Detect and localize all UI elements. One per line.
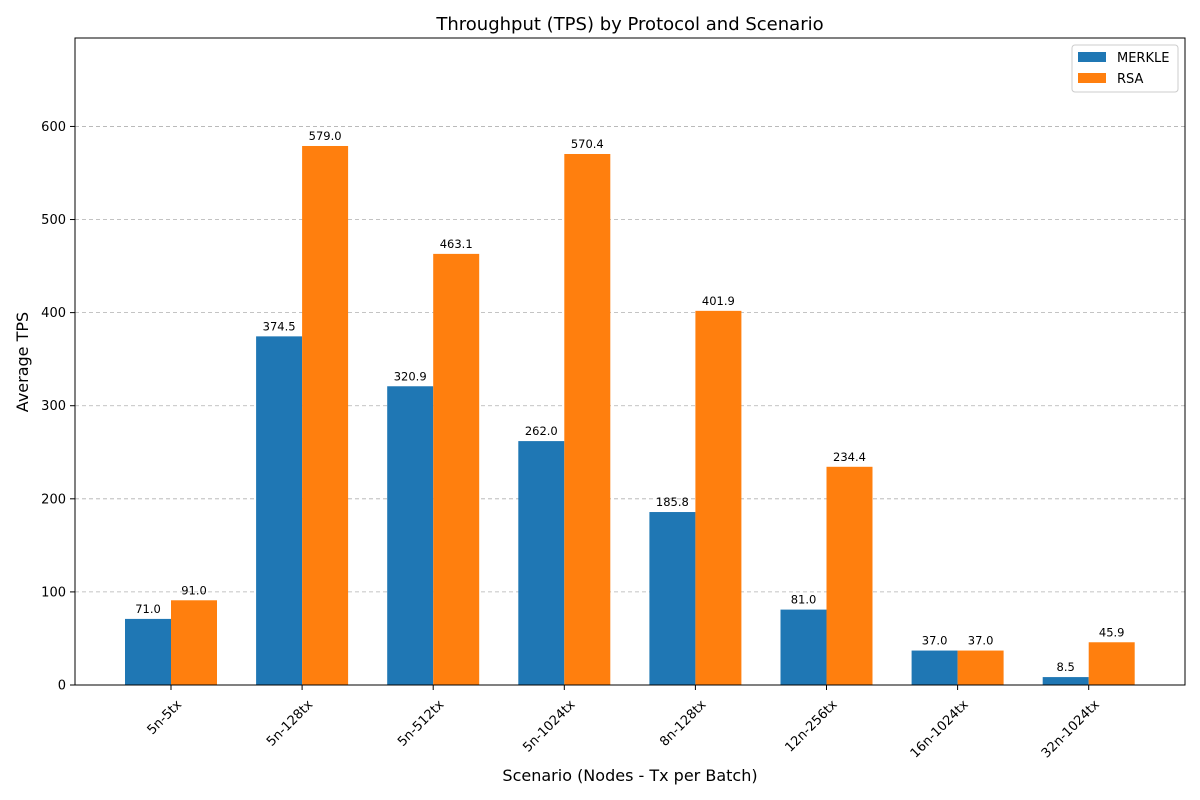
x-tick-label: 5n-1024tx [520,697,578,755]
bar-rsa-5n-5tx [171,600,217,685]
x-axis: 5n-5tx 5n-128tx 5n-512tx 5n-1024tx 8n-128tx 1… [145,685,1103,761]
bar-rsa-5n-1024tx [564,153,611,686]
y-axis-label: Average TPS [13,312,32,412]
value-label: 37.0 [922,634,948,648]
legend: MERKLE RSA [1071,44,1179,93]
value-label: 262.0 [525,424,558,438]
grid-lines [75,126,1185,593]
y-tick-label: 300 [41,399,66,414]
bar-rsa-5n-128tx [302,145,349,685]
value-label: 37.0 [968,634,994,648]
value-label: 579.0 [309,129,342,143]
x-tick-label: 5n-5tx [145,697,186,738]
x-tick-label: 32n-1024tx [1039,697,1103,761]
bar-rsa-16n-1024tx [957,650,1004,685]
value-label: 81.0 [791,593,817,607]
bar-merkle-5n-512tx [387,386,434,685]
x-tick-label: 5n-128tx [264,697,316,749]
bar-merkle-8n-128tx [649,512,696,685]
bar-merkle-32n-1024tx [1042,677,1089,685]
x-tick-label: 5n-512tx [395,697,447,749]
bar-merkle-5n-128tx [256,336,303,685]
value-label: 320.9 [394,369,427,383]
bar-rsa-12n-256tx [826,466,873,685]
value-label: 570.4 [571,137,604,151]
y-tick-label: 0 [58,679,66,694]
value-label: 91.0 [181,583,207,597]
x-tick-label: 12n-256tx [783,697,841,755]
bars [125,145,1135,686]
value-label: 8.5 [1057,660,1075,674]
bar-merkle-5n-1024tx [518,441,565,685]
legend-label-rsa: RSA [1117,72,1144,87]
bar-merkle-16n-1024tx [911,650,958,685]
bar-merkle-12n-256tx [780,609,827,685]
x-tick-label: 16n-1024tx [908,697,972,761]
y-tick-label: 200 [41,492,66,507]
chart-title: Throughput (TPS) by Protocol and Scenari… [435,14,823,35]
value-label: 45.9 [1099,625,1125,639]
legend-swatch-rsa [1078,73,1106,83]
bar-rsa-32n-1024tx [1088,642,1135,685]
value-label: 401.9 [702,294,735,308]
value-label: 185.8 [656,495,689,509]
value-labels: 71.0 91.0 374.5 579.0 320.9 463.1 262.0 570.4 18… [135,129,1124,674]
legend-label-merkle: MERKLE [1117,51,1169,66]
legend-swatch-merkle [1078,52,1106,62]
y-tick-label: 400 [41,306,66,321]
y-axis: 0 100 200 300 400 500 600 [41,120,75,694]
x-tick-label: 8n-128tx [657,697,709,749]
value-label: 234.4 [833,450,866,464]
x-axis-label: Scenario (Nodes - Tx per Batch) [502,766,757,785]
bar-merkle-5n-5tx [125,618,171,685]
plot-frame [74,37,1186,686]
y-tick-label: 100 [41,585,66,600]
bar-rsa-8n-128tx [695,310,742,685]
value-label: 463.1 [440,237,473,251]
y-tick-label: 600 [41,120,66,135]
y-tick-label: 500 [41,213,66,228]
value-label: 374.5 [263,319,296,333]
bar-rsa-5n-512tx [433,253,480,685]
value-label: 71.0 [135,602,161,616]
